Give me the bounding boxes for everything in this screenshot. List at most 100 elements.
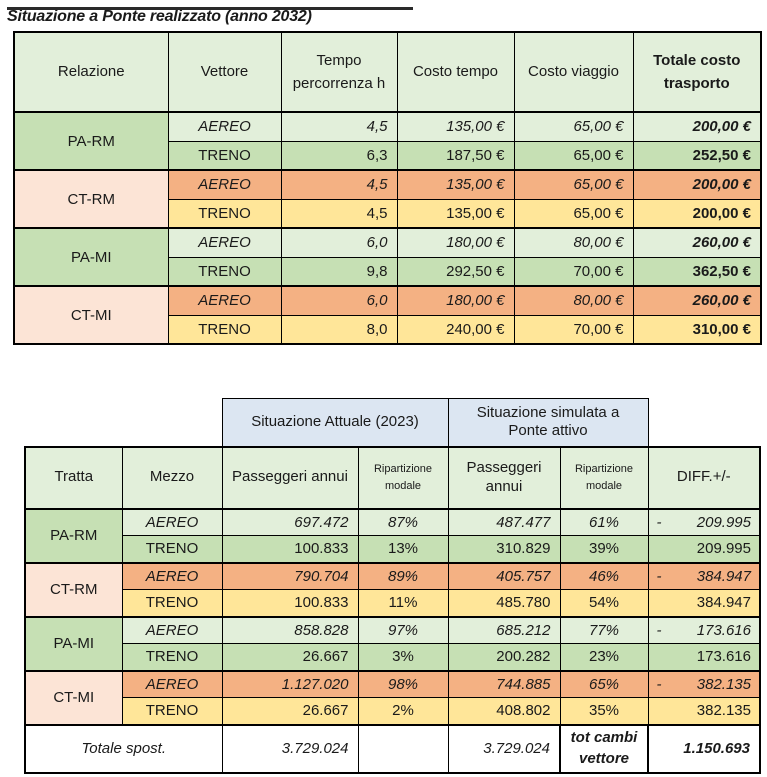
totale-cell: 362,50 € <box>632 256 762 287</box>
mezzo-cell: TRENO <box>121 535 223 563</box>
share-2023-cell: 97% <box>357 615 449 644</box>
share-sim-cell: 77% <box>559 615 649 644</box>
tempo-cell: 6,3 <box>280 140 398 171</box>
minus-sign: - <box>656 675 662 693</box>
share-2023-cell: 87% <box>357 507 449 536</box>
empty-corner-cell <box>25 399 222 447</box>
costo-viaggio-cell: 70,00 € <box>513 256 634 287</box>
totale-cell: 200,00 € <box>632 111 762 142</box>
pax-sim-cell: 487.477 <box>447 507 561 536</box>
transport-cost-table: Relazione Vettore Tempo percorrenza h Co… <box>13 31 762 345</box>
table-row: TRENO 26.667 2% 408.802 35% 382.135 <box>25 697 761 725</box>
costo-tempo-cell: 187,50 € <box>396 140 515 171</box>
mezzo-cell: TRENO <box>121 589 223 617</box>
costo-viaggio-cell: 65,00 € <box>513 140 634 171</box>
cost-table-header-row: Relazione Vettore Tempo percorrenza h Co… <box>13 31 762 113</box>
costo-tempo-cell: 135,00 € <box>396 198 515 229</box>
pax-sim-cell: 310.829 <box>447 535 561 563</box>
total-label-cell: Totale spost. <box>24 723 223 774</box>
pax-2023-cell: 858.828 <box>221 615 359 644</box>
pax-sim-cell: 408.802 <box>447 697 561 725</box>
passenger-table-header-row: Tratta Mezzo Passeggeri annui Ripartizio… <box>24 445 761 510</box>
totale-cell: 260,00 € <box>632 227 762 258</box>
tratta-cell: PA-RM <box>24 507 123 563</box>
diff-value: 173.616 <box>696 648 751 666</box>
share-sim-cell: 65% <box>559 669 649 698</box>
vettore-cell: AEREO <box>167 227 282 258</box>
totale-cell: 200,00 € <box>632 198 762 229</box>
vettore-cell: TRENO <box>167 140 282 171</box>
costo-viaggio-cell: 65,00 € <box>513 198 634 229</box>
mezzo-cell: TRENO <box>121 643 223 671</box>
costo-viaggio-cell: 80,00 € <box>513 285 634 316</box>
header-passeggeri-sim: Passeggeri annui <box>447 445 561 510</box>
tempo-cell: 4,5 <box>280 169 398 200</box>
pax-2023-cell: 1.127.020 <box>221 669 359 698</box>
table-row: TRENO 9,8 292,50 € 70,00 € 362,50 € <box>14 256 762 287</box>
header-vettore: Vettore <box>167 31 282 113</box>
pax-2023-cell: 26.667 <box>221 643 359 671</box>
tempo-cell: 6,0 <box>280 227 398 258</box>
costo-tempo-cell: 180,00 € <box>396 285 515 316</box>
pax-2023-cell: 790.704 <box>221 561 359 590</box>
table-row: CT-MI AEREO 1.127.020 98% 744.885 65% -3… <box>24 669 761 725</box>
share-sim-cell: 23% <box>559 643 649 671</box>
header-costo-tempo: Costo tempo <box>396 31 515 113</box>
share-2023-cell: 11% <box>357 589 449 617</box>
share-sim-cell: 54% <box>559 589 649 617</box>
header-tempo-percorrenza: Tempo percorrenza h <box>280 31 398 113</box>
mezzo-cell: TRENO <box>121 697 223 725</box>
diff-cell: - 382.135 <box>647 669 761 698</box>
page-title: Situazione a Ponte realizzato (anno 2032… <box>7 8 312 25</box>
table-row: CT-MI AEREO 6,0 180,00 € 80,00 € 260,00 … <box>13 285 762 345</box>
table-row: PA-MI AEREO 858.828 97% 685.212 77% - 173… <box>24 615 761 671</box>
totale-cell: 310,00 € <box>632 314 762 345</box>
tempo-cell: 4,5 <box>280 198 398 229</box>
diff-value: 384.947 <box>696 594 751 612</box>
span-header-attuale: Situazione Attuale (2023) <box>221 398 449 447</box>
tempo-cell: 4,5 <box>280 111 398 142</box>
header-ripartizione-sim: Ripartizione modale <box>559 445 649 510</box>
share-2023-cell: 89% <box>357 561 449 590</box>
table-row: CT-RM AEREO 790.704 89% 405.757 46% - 384… <box>24 561 761 617</box>
diff-cell: - 209.995 <box>647 507 761 536</box>
header-relazione: Relazione <box>13 31 169 113</box>
minus-sign: - <box>656 513 662 531</box>
header-diff: DIFF.+/- <box>647 445 761 510</box>
header-totale-costo: Totale costo trasporto <box>632 31 762 113</box>
share-sim-cell: 39% <box>559 535 649 563</box>
total-share-2023-cell <box>357 723 449 774</box>
share-2023-cell: 98% <box>357 669 449 698</box>
table-row: PA-MI AEREO 6,0 180,00 € 80,00 € 260,00 … <box>13 227 762 287</box>
costo-viaggio-cell: 80,00 € <box>513 227 634 258</box>
vettore-cell: AEREO <box>167 111 282 142</box>
total-diff-cell: 1.150.693 <box>647 723 761 774</box>
table-row: PA-RM AEREO 697.472 87% 487.477 61% - 209… <box>24 507 761 563</box>
totale-cell: 252,50 € <box>632 140 762 171</box>
pax-sim-cell: 485.780 <box>447 589 561 617</box>
header-mezzo: Mezzo <box>121 445 223 510</box>
pax-2023-cell: 100.833 <box>221 589 359 617</box>
table-row: TRENO 100.833 11% 485.780 54% 384.947 <box>25 589 761 617</box>
diff-cell: 209.995 <box>647 535 761 563</box>
relation-cell: PA-MI <box>13 227 169 287</box>
costo-viaggio-cell: 65,00 € <box>513 169 634 200</box>
diff-value: 209.995 <box>696 540 751 558</box>
pax-2023-cell: 697.472 <box>221 507 359 536</box>
share-sim-cell: 61% <box>559 507 649 536</box>
total-row: Totale spost. 3.729.024 3.729.024 tot ca… <box>24 723 761 774</box>
tempo-cell: 8,0 <box>280 314 398 345</box>
diff-value: 384.947 <box>696 567 751 585</box>
tratta-cell: CT-MI <box>24 669 123 725</box>
costo-tempo-cell: 180,00 € <box>396 227 515 258</box>
minus-sign: - <box>656 621 662 639</box>
diff-cell: 384.947 <box>647 589 761 617</box>
share-sim-cell: 46% <box>559 561 649 590</box>
passenger-comparison-table: Situazione Attuale (2023) Situazione sim… <box>24 398 761 774</box>
share-sim-cell: 35% <box>559 697 649 725</box>
span-header-row: Situazione Attuale (2023) Situazione sim… <box>25 398 760 447</box>
costo-tempo-cell: 135,00 € <box>396 111 515 142</box>
diff-value: 382.135 <box>696 675 751 693</box>
tratta-cell: CT-RM <box>24 561 123 617</box>
pax-sim-cell: 685.212 <box>447 615 561 644</box>
